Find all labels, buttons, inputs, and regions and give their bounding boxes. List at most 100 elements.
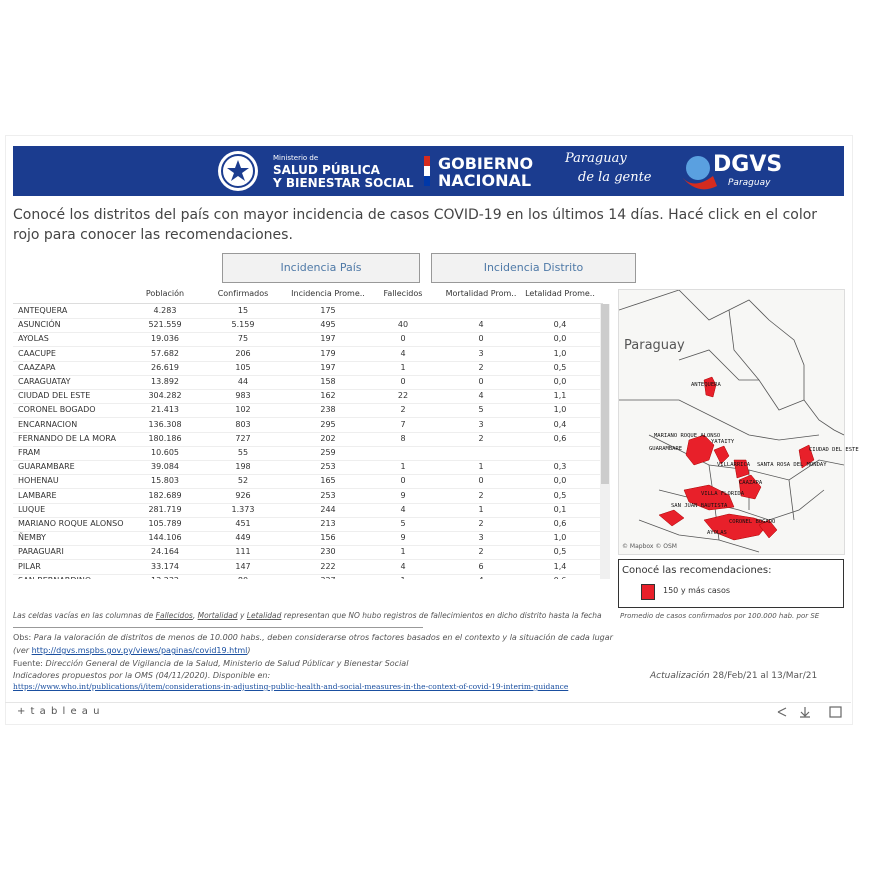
- link[interactable]: http://dgvs.mspbs.gov.py/views/paginas/c…: [31, 646, 248, 655]
- tab-button[interactable]: Incidencia Distrito: [431, 253, 636, 283]
- table-row[interactable]: CAACUPE 57.682 206 179 4 3 1,0: [13, 347, 600, 362]
- table-cell: 926: [235, 490, 251, 500]
- footnote-part: Mortalidad: [197, 611, 238, 620]
- table-cell: 206: [235, 348, 251, 358]
- table-cell: 727: [235, 433, 251, 443]
- fullscreen-icon[interactable]: [829, 706, 842, 718]
- hotspot[interactable]: [685, 434, 715, 466]
- indicators: Indicadores propuestos por la OMS (04/11…: [13, 671, 271, 680]
- table-cell: 0,6: [520, 574, 600, 579]
- table-cell: 3: [478, 533, 484, 543]
- table-row[interactable]: FRAM 10.605 55 259: [13, 446, 600, 461]
- link[interactable]: https://www.who.int/publications/i/item/…: [13, 682, 569, 691]
- update-range: 28/Feb/21 al 13/Mar/21: [712, 671, 818, 681]
- map-label: SAN JUAN BAUTISTA: [671, 503, 728, 509]
- table-row[interactable]: ÑEMBY 144.106 449 156 9 3 1,0: [13, 531, 600, 547]
- table-row[interactable]: ASUNCIÓN 521.559 5.159 495 40 4 0,4: [13, 318, 600, 334]
- table-cell: 1,0: [553, 533, 567, 543]
- hotspot[interactable]: [703, 376, 717, 398]
- hotspots[interactable]: [658, 376, 815, 541]
- table-cell: 158: [320, 377, 336, 386]
- gov-line: NACIONAL: [438, 171, 532, 190]
- hotspot[interactable]: [798, 444, 815, 469]
- border: [728, 309, 805, 411]
- table-cell: 13.232: [125, 574, 205, 579]
- table-row[interactable]: LAMBARE 182.689 926 253 9 2 0,5: [13, 489, 600, 504]
- table-cell: 0,0: [553, 476, 567, 486]
- border: [618, 289, 845, 436]
- table-row[interactable]: AYOLAS 19.036 75 197 0 0 0,0: [13, 332, 600, 348]
- map-label: AYOLAS: [707, 530, 727, 536]
- table-cell: 9: [400, 533, 406, 543]
- district-name: PILAR: [18, 561, 41, 571]
- column-header[interactable]: Fallecidos: [383, 289, 423, 298]
- table-cell: 147: [235, 561, 251, 571]
- tab-button[interactable]: Incidencia País: [222, 253, 420, 283]
- table-row[interactable]: MARIANO ROQUE ALONSO 105.789 451 213 5 2 0,6: [13, 517, 600, 532]
- district-name: MARIANO ROQUE ALONSO: [18, 519, 124, 528]
- hotspot[interactable]: [703, 513, 770, 541]
- table-cell: 244: [320, 504, 336, 514]
- table-row[interactable]: SAN BERNARDINO13.23280 327140,6: [13, 574, 600, 579]
- footnote-part: ,: [192, 611, 198, 620]
- map[interactable]: Paraguay ANTEQUERA MARIANO ROQUE ALONSO GU…: [618, 289, 859, 555]
- hotspot[interactable]: [658, 509, 685, 527]
- district-name: ENCARNACION: [18, 419, 78, 429]
- column-header[interactable]: Incidencia Prome..: [291, 289, 365, 298]
- table-row[interactable]: ANTEQUERA 4.283 15 175: [13, 304, 600, 319]
- column-header[interactable]: Confirmados: [217, 289, 269, 298]
- table-row[interactable]: PILAR 33.174 147 222 4 6 1,4: [13, 560, 600, 575]
- map-label: VILLARRICA: [717, 462, 751, 468]
- column-header[interactable]: Mortalidad Prom..: [445, 289, 517, 298]
- table-cell: 52: [237, 476, 249, 486]
- table-cell: 1: [400, 362, 406, 372]
- district-name: ASUNCIÓN: [18, 320, 61, 330]
- table-row[interactable]: ENCARNACION 136.308 803 295 7 3 0,4: [13, 418, 600, 433]
- map-label: SANTA ROSA DEL MONDAY: [757, 462, 827, 468]
- district-name: CIUDAD DEL ESTE: [18, 391, 91, 401]
- district-name: SAN BERNARDINO: [18, 574, 158, 579]
- table-cell: 230: [320, 547, 336, 557]
- map-label: MARIANO ROQUE ALONSO: [654, 433, 721, 439]
- table-row[interactable]: LUQUE 281.719 1.373 244 4 1 0,1: [13, 503, 600, 518]
- table-cell: 2: [478, 490, 484, 500]
- hotspot[interactable]: [683, 484, 735, 511]
- table-cell: 1,0: [553, 348, 567, 358]
- table-row[interactable]: GUARAMBARE 39.084 198 253 1 1 0,3: [13, 460, 600, 476]
- scroll-thumb[interactable]: [601, 304, 609, 484]
- column-header[interactable]: Población: [145, 289, 185, 298]
- table-row[interactable]: HOHENAU 15.803 52 165 0 0 0,0: [13, 474, 600, 490]
- column-header[interactable]: Letalidad Prome..: [525, 289, 595, 298]
- table-row[interactable]: CARAGUATAY 13.892 44 158 0 0 0,0: [13, 375, 600, 390]
- see-line: (ver http://dgvs.mspbs.gov.py/views/pagi…: [13, 646, 250, 655]
- table-cell: 39.084: [151, 462, 179, 472]
- table-row[interactable]: CORONEL BOGADO 21.413 102 238 2 5 1,0: [13, 403, 600, 419]
- hotspot[interactable]: [738, 474, 762, 500]
- table-cell: 0,5: [553, 547, 567, 557]
- footnote-part: Las celdas vacías en las columnas de: [13, 611, 156, 620]
- table-row[interactable]: PARAGUARI 24.164 111 230 1 2 0,5: [13, 545, 600, 561]
- table-row[interactable]: CIUDAD DEL ESTE 304.282 983 162 22 4 1,1: [13, 389, 600, 405]
- map-label: CAAZAPA: [739, 480, 763, 486]
- hotspot[interactable]: [713, 445, 730, 465]
- dgvs-globe: [686, 156, 710, 180]
- hotspot[interactable]: [733, 459, 750, 479]
- table-cell: 304.282: [148, 391, 182, 401]
- hotspot[interactable]: [758, 519, 778, 539]
- legend-swatch[interactable]: [641, 584, 655, 600]
- table-cell: 2: [478, 362, 484, 372]
- download-icon[interactable]: [800, 707, 810, 718]
- banner: Ministerio de SALUD PÚBLICA Y BIENESTAR …: [13, 146, 844, 196]
- table-row[interactable]: CAAZAPA 26.619 105 197 1 2 0,5: [13, 361, 600, 376]
- table-cell: 19.036: [151, 334, 179, 344]
- dgvs-logo: DGVS: [713, 152, 783, 177]
- table-cell: 213: [320, 519, 336, 528]
- table-row[interactable]: FERNANDO DE LA MORA 180.186 727 202 8 2 0,6: [13, 432, 600, 447]
- table-cell: 8: [400, 433, 406, 443]
- table-cell: 0,0: [553, 377, 567, 386]
- table-cell: 111: [235, 547, 251, 557]
- tableau-brand[interactable]: + t a b l e a u: [17, 706, 101, 717]
- table-cell: 105: [235, 362, 251, 372]
- share-icon[interactable]: [777, 707, 787, 717]
- table-cell: 202: [320, 433, 336, 443]
